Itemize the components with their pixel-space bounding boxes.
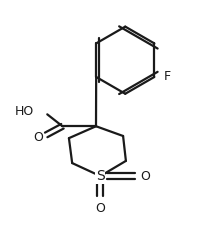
- Text: O: O: [34, 130, 44, 144]
- Text: O: O: [140, 170, 150, 183]
- Text: HO: HO: [15, 105, 34, 118]
- Text: F: F: [164, 70, 171, 83]
- Text: O: O: [95, 202, 105, 215]
- Text: S: S: [96, 169, 105, 183]
